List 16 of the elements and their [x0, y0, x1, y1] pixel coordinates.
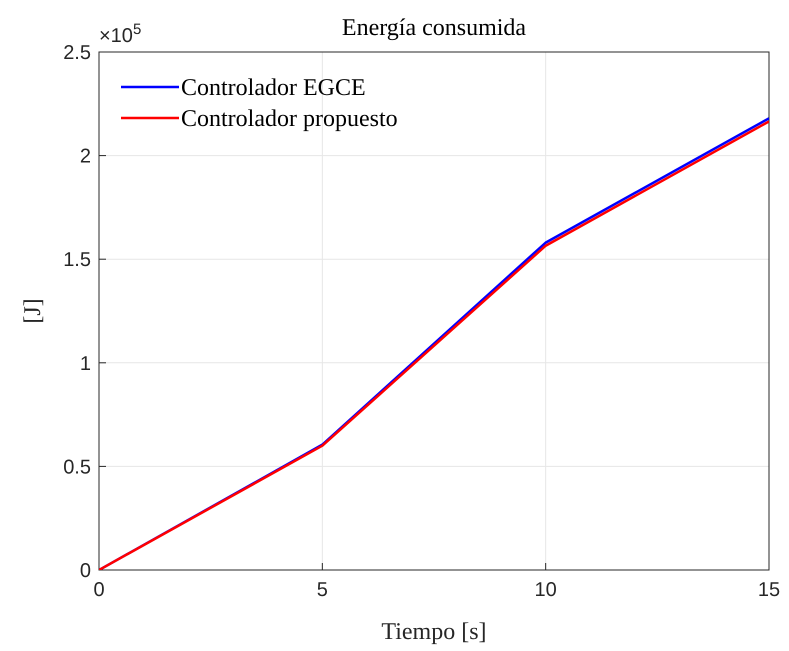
y-tick-label: 1.5 — [63, 249, 91, 272]
y-axis-title: [J] — [20, 298, 46, 324]
x-tick-label: 15 — [758, 579, 780, 601]
chart-title: Energía consumida — [342, 15, 526, 41]
text: ×10$^{5}$ — [99, 20, 142, 47]
legend-label: Controlador propuesto — [181, 106, 398, 132]
x-tick-label: 0 — [93, 579, 105, 601]
y-tick-label: 2 — [80, 146, 91, 168]
y-tick-label: 0.5 — [63, 456, 91, 478]
y-tick-label: 1 — [80, 352, 91, 375]
x-tick-label: 5 — [316, 579, 328, 601]
x-axis-title: Tiempo [s] — [381, 619, 487, 645]
y-tick-label: 2.5 — [63, 42, 91, 64]
legend-label: Controlador EGCE — [181, 75, 366, 101]
y-tick-label: 0 — [80, 560, 91, 582]
x-tick-label: 10 — [534, 579, 557, 601]
